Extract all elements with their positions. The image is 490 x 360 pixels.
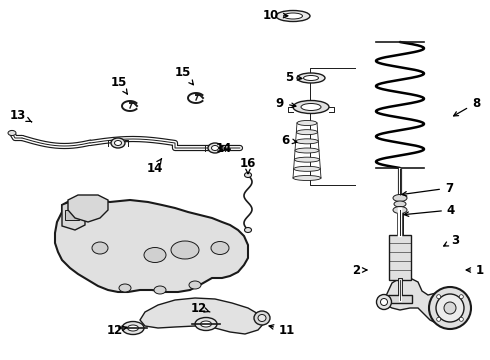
Bar <box>389 235 411 280</box>
Polygon shape <box>55 198 248 292</box>
Ellipse shape <box>294 157 319 162</box>
Ellipse shape <box>393 207 407 213</box>
Text: 7: 7 <box>402 181 453 196</box>
Text: 13: 13 <box>10 108 31 122</box>
Ellipse shape <box>394 201 406 207</box>
Ellipse shape <box>393 194 407 202</box>
Ellipse shape <box>258 315 266 321</box>
Bar <box>65 210 79 220</box>
Ellipse shape <box>119 284 131 292</box>
Text: 15: 15 <box>111 76 127 94</box>
Ellipse shape <box>122 321 144 334</box>
Ellipse shape <box>381 298 388 306</box>
Polygon shape <box>140 298 265 334</box>
Ellipse shape <box>294 166 320 171</box>
Ellipse shape <box>437 295 441 299</box>
Text: 14: 14 <box>216 141 232 154</box>
Ellipse shape <box>301 104 321 111</box>
Ellipse shape <box>254 311 270 325</box>
Text: 1: 1 <box>466 264 484 276</box>
Ellipse shape <box>92 242 108 254</box>
Ellipse shape <box>195 318 217 330</box>
Ellipse shape <box>245 228 251 233</box>
Ellipse shape <box>459 295 464 299</box>
Ellipse shape <box>376 294 392 310</box>
Polygon shape <box>385 278 458 325</box>
Ellipse shape <box>211 242 229 255</box>
Text: 6: 6 <box>281 134 297 147</box>
Ellipse shape <box>208 143 222 153</box>
Text: 10: 10 <box>263 9 288 22</box>
Text: 2: 2 <box>352 264 367 276</box>
Ellipse shape <box>189 281 201 289</box>
Ellipse shape <box>295 139 318 144</box>
Ellipse shape <box>444 302 456 314</box>
Text: 4: 4 <box>404 203 455 216</box>
Polygon shape <box>62 200 85 230</box>
Text: 12: 12 <box>107 324 127 337</box>
Ellipse shape <box>429 287 471 329</box>
Ellipse shape <box>303 76 318 81</box>
Ellipse shape <box>276 10 310 22</box>
Text: 9: 9 <box>276 96 296 109</box>
Ellipse shape <box>297 73 325 83</box>
Text: 8: 8 <box>454 96 480 116</box>
Text: 14: 14 <box>147 159 163 175</box>
Ellipse shape <box>200 321 212 327</box>
Ellipse shape <box>436 294 464 322</box>
Ellipse shape <box>171 241 199 259</box>
Ellipse shape <box>8 131 16 135</box>
Ellipse shape <box>293 176 321 180</box>
Ellipse shape <box>111 138 125 148</box>
Text: 15: 15 <box>175 66 194 85</box>
Ellipse shape <box>154 286 166 294</box>
Ellipse shape <box>295 148 319 153</box>
Text: 11: 11 <box>269 324 295 337</box>
Ellipse shape <box>245 172 251 177</box>
Text: 12: 12 <box>191 302 210 315</box>
Ellipse shape <box>144 248 166 262</box>
Polygon shape <box>68 195 108 222</box>
Ellipse shape <box>459 317 464 321</box>
Ellipse shape <box>115 140 122 145</box>
Ellipse shape <box>127 325 139 331</box>
Text: 5: 5 <box>285 71 302 84</box>
Text: 16: 16 <box>240 157 256 174</box>
Ellipse shape <box>293 100 329 113</box>
Ellipse shape <box>297 121 317 126</box>
Ellipse shape <box>437 317 441 321</box>
Ellipse shape <box>212 145 219 150</box>
Ellipse shape <box>284 13 302 19</box>
Bar <box>388 295 412 303</box>
Ellipse shape <box>296 130 318 135</box>
Text: 3: 3 <box>443 234 459 247</box>
